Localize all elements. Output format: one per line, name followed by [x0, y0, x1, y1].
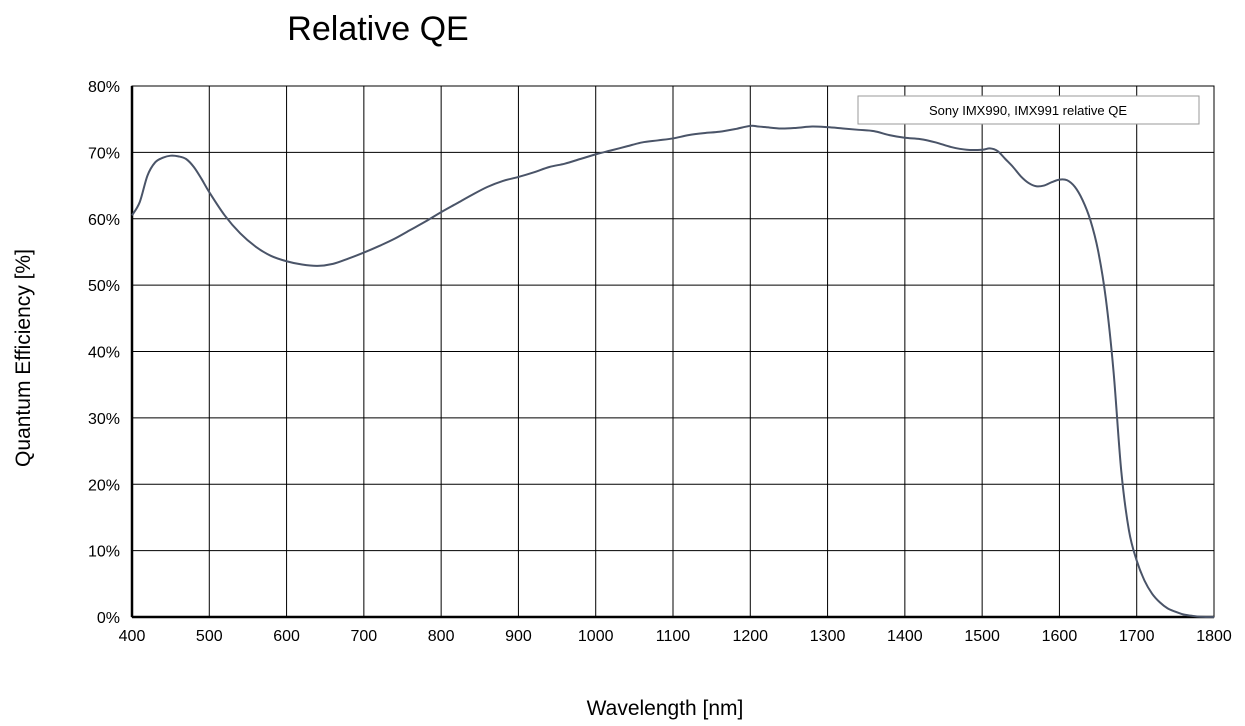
x-axis-title: Wavelength [nm]	[587, 697, 744, 720]
y-tick-label: 10%	[88, 544, 120, 561]
x-tick-label: 1700	[1119, 628, 1155, 645]
x-tick-label: 700	[351, 628, 378, 645]
chart-title: Relative QE	[287, 10, 468, 48]
x-tick-labels: 400 500 600 700 800 900 1000 1100 1200 1300 1400 15…	[119, 628, 1232, 645]
legend-entry-label: Sony IMX990, IMX991 relative QE	[929, 103, 1127, 118]
x-tick-label: 600	[273, 628, 300, 645]
x-tick-label: 1500	[964, 628, 1000, 645]
x-tick-label: 1300	[810, 628, 846, 645]
y-tick-label: 20%	[88, 477, 120, 494]
y-axis-title: Quantum Efficiency [%]	[12, 249, 35, 467]
y-tick-label: 0%	[97, 610, 120, 627]
legend: Sony IMX990, IMX991 relative QE	[857, 95, 1200, 125]
qe-series-line	[131, 124, 1215, 619]
legend-box	[857, 95, 1200, 125]
x-tick-label: 1000	[578, 628, 614, 645]
x-tick-label: 1100	[656, 628, 691, 645]
x-tick-label: 1800	[1196, 628, 1232, 645]
y-tick-label: 70%	[88, 145, 120, 162]
x-tick-label: 900	[505, 628, 532, 645]
x-tick-label: 1200	[732, 628, 768, 645]
y-tick-label: 50%	[88, 278, 120, 295]
x-tick-label: 1400	[887, 628, 923, 645]
x-tick-label: 500	[196, 628, 223, 645]
y-tick-label: 40%	[88, 345, 120, 362]
y-tick-label: 30%	[88, 411, 120, 428]
x-tick-label: 1600	[1042, 628, 1078, 645]
y-tick-labels: 0% 10% 20% 30% 40% 50% 60% 70% 80%	[88, 79, 120, 627]
x-tick-label: 400	[119, 628, 146, 645]
y-tick-label: 80%	[88, 79, 120, 96]
y-tick-label: 60%	[88, 212, 120, 229]
x-tick-label: 800	[428, 628, 455, 645]
grid-lines	[132, 86, 1214, 617]
